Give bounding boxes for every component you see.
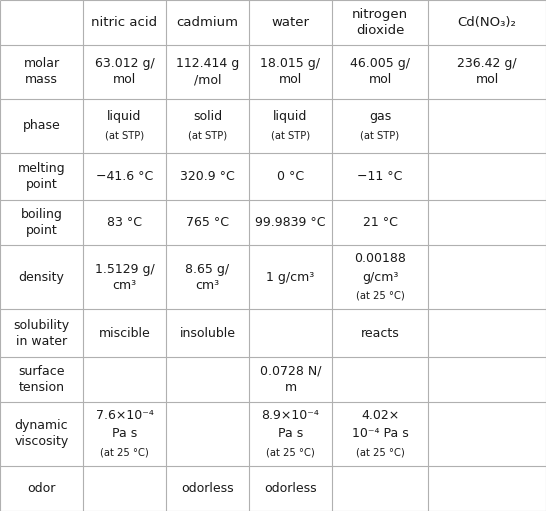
Text: 112.414 g
/mol: 112.414 g /mol: [176, 57, 239, 86]
Text: 8.9×10⁻⁴: 8.9×10⁻⁴: [262, 409, 319, 422]
Text: 63.012 g/
mol: 63.012 g/ mol: [94, 57, 155, 86]
Text: Pa s: Pa s: [112, 428, 137, 440]
Text: 18.015 g/
mol: 18.015 g/ mol: [260, 57, 321, 86]
Text: 21 °C: 21 °C: [363, 216, 397, 229]
Text: 10⁻⁴ Pa s: 10⁻⁴ Pa s: [352, 428, 408, 440]
Text: nitrogen
dioxide: nitrogen dioxide: [352, 8, 408, 37]
Text: dynamic
viscosity: dynamic viscosity: [14, 420, 69, 449]
Text: 4.02×: 4.02×: [361, 409, 399, 422]
Text: (at 25 °C): (at 25 °C): [355, 448, 405, 457]
Text: liquid: liquid: [274, 109, 307, 123]
Text: density: density: [19, 271, 64, 284]
Text: 46.005 g/
mol: 46.005 g/ mol: [350, 57, 410, 86]
Text: 99.9839 °C: 99.9839 °C: [255, 216, 326, 229]
Text: 0 °C: 0 °C: [277, 170, 304, 183]
Text: surface
tension: surface tension: [18, 365, 65, 394]
Text: gas: gas: [369, 109, 391, 123]
Text: cadmium: cadmium: [176, 16, 239, 29]
Text: 236.42 g/
mol: 236.42 g/ mol: [457, 57, 517, 86]
Text: odorless: odorless: [264, 482, 317, 495]
Text: 83 °C: 83 °C: [107, 216, 142, 229]
Text: solid: solid: [193, 109, 222, 123]
Text: odorless: odorless: [181, 482, 234, 495]
Text: −11 °C: −11 °C: [357, 170, 403, 183]
Text: insoluble: insoluble: [180, 327, 235, 340]
Text: molar
mass: molar mass: [23, 57, 60, 86]
Text: 1 g/cm³: 1 g/cm³: [266, 271, 314, 284]
Text: 8.65 g/
cm³: 8.65 g/ cm³: [186, 263, 229, 292]
Text: −41.6 °C: −41.6 °C: [96, 170, 153, 183]
Text: liquid: liquid: [108, 109, 141, 123]
Text: water: water: [271, 16, 310, 29]
Text: Cd(NO₃)₂: Cd(NO₃)₂: [458, 16, 517, 29]
Text: 765 °C: 765 °C: [186, 216, 229, 229]
Text: miscible: miscible: [99, 327, 150, 340]
Text: (at STP): (at STP): [105, 130, 144, 141]
Text: nitric acid: nitric acid: [91, 16, 158, 29]
Text: 1.5129 g/
cm³: 1.5129 g/ cm³: [94, 263, 155, 292]
Text: Pa s: Pa s: [278, 428, 303, 440]
Text: reacts: reacts: [361, 327, 399, 340]
Text: melting
point: melting point: [17, 162, 66, 191]
Text: (at STP): (at STP): [360, 130, 400, 141]
Text: phase: phase: [22, 119, 61, 132]
Text: (at 25 °C): (at 25 °C): [266, 448, 315, 457]
Text: solubility
in water: solubility in water: [14, 319, 69, 347]
Text: 320.9 °C: 320.9 °C: [180, 170, 235, 183]
Text: (at STP): (at STP): [271, 130, 310, 141]
Text: (at STP): (at STP): [188, 130, 227, 141]
Text: (at 25 °C): (at 25 °C): [355, 291, 405, 300]
Text: odor: odor: [27, 482, 56, 495]
Text: (at 25 °C): (at 25 °C): [100, 448, 149, 457]
Text: boiling
point: boiling point: [21, 208, 62, 237]
Text: 7.6×10⁻⁴: 7.6×10⁻⁴: [96, 409, 153, 422]
Text: 0.00188: 0.00188: [354, 252, 406, 265]
Text: g/cm³: g/cm³: [362, 271, 398, 284]
Text: 0.0728 N/
m: 0.0728 N/ m: [260, 365, 321, 394]
